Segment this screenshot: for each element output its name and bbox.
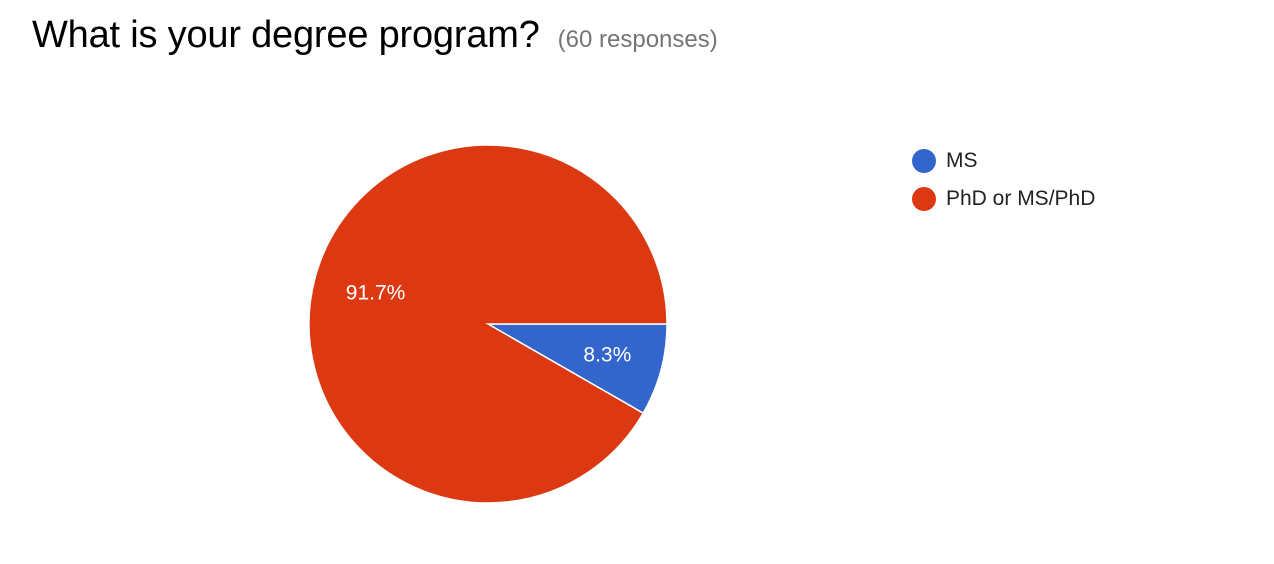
legend-label-ms: MS	[946, 149, 978, 172]
legend-item-ms: MS	[912, 142, 1095, 180]
question-title: What is your degree program?	[32, 14, 540, 56]
pie-slice-phd	[308, 144, 668, 504]
legend-item-phd: PhD or MS/PhD	[912, 180, 1095, 218]
pie-label-ms: 8.3%	[583, 343, 631, 366]
chart-legend: MS PhD or MS/PhD	[912, 142, 1095, 218]
legend-label-phd: PhD or MS/PhD	[946, 187, 1096, 210]
response-count: (60 responses)	[557, 26, 718, 53]
pie-slice-ms	[485, 323, 668, 415]
legend-swatch-phd	[912, 187, 936, 211]
question-header: What is your degree program? (60 respons…	[32, 14, 718, 57]
legend-swatch-ms	[912, 149, 936, 173]
pie-label-phd: 91.7%	[346, 282, 406, 305]
